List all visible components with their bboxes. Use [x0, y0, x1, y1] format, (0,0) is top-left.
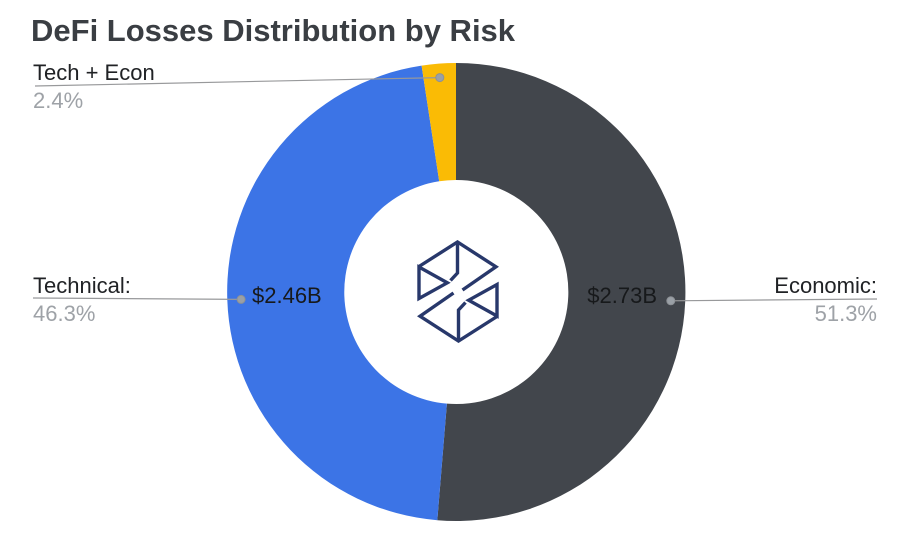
- leader-line-technical: [32, 297, 242, 300]
- leader-dots: [236, 73, 676, 306]
- chart-title: DeFi Losses Distribution by Risk: [31, 13, 516, 48]
- callout-technical-pct: 46.3%: [33, 301, 96, 326]
- callout-tech-econ-label: Tech + Econ: [33, 60, 155, 85]
- callout-economic-pct: 51.3%: [814, 301, 877, 326]
- callout-tech-econ: Tech + Econ 2.4%: [33, 60, 155, 114]
- callout-tech-econ-pct: 2.4%: [33, 88, 84, 113]
- slice-tech_econ: [421, 63, 456, 182]
- value-economic: $2.73B: [587, 283, 657, 308]
- callout-technical-label: Technical:: [33, 273, 131, 298]
- logo-top-stub: [449, 242, 460, 282]
- logo-right-triangle: [465, 281, 499, 319]
- cube-logo-icon: [417, 240, 499, 343]
- logo-bottom-face: [417, 291, 498, 343]
- donut-slices: [227, 62, 686, 521]
- callout-economic-label: Economic:: [774, 273, 877, 298]
- logo-left-triangle: [417, 264, 451, 302]
- leader-dot-economic: [666, 296, 676, 306]
- leader-line-economic: [670, 298, 878, 302]
- leader-dot-tech_econ: [435, 73, 445, 83]
- leader-lines: [32, 77, 878, 302]
- logo-bottom-stub: [456, 301, 467, 341]
- callout-technical: Technical: 46.3%: [33, 273, 131, 327]
- leader-line-tech_econ: [34, 77, 440, 87]
- slice-technical: [227, 65, 447, 521]
- value-technical: $2.46B: [252, 283, 322, 308]
- slice-economic: [437, 62, 686, 521]
- callout-economic: Economic: 51.3%: [774, 273, 877, 327]
- logo-top-face: [418, 240, 499, 292]
- leader-dot-technical: [236, 294, 246, 304]
